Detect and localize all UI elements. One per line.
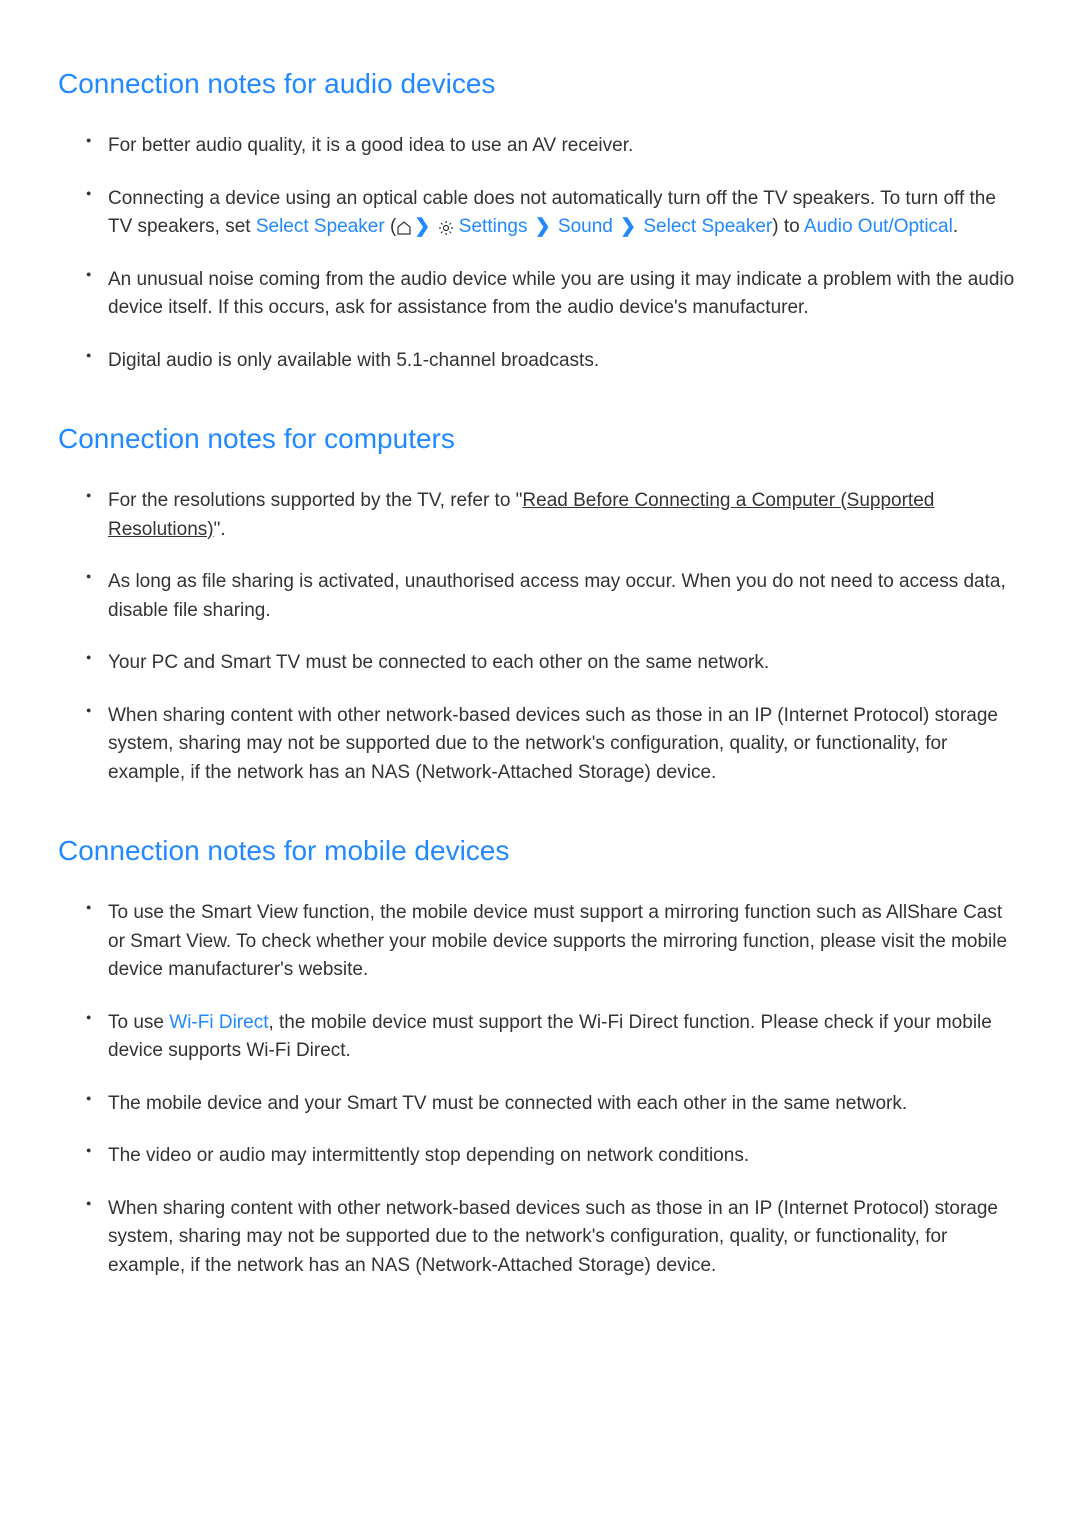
list-item: When sharing content with other network-… [58,1195,1022,1281]
settings-link[interactable]: Settings [454,216,528,237]
audio-devices-section: Connection notes for audio devices For b… [58,68,1022,375]
list-item: For the resolutions supported by the TV,… [58,487,1022,544]
computers-section: Connection notes for computers For the r… [58,423,1022,787]
audio-out-link[interactable]: Audio Out/Optical [804,216,953,237]
text-fragment: For the resolutions supported by the TV,… [108,490,522,511]
chevron-icon: ❯ [535,213,551,242]
text-fragment: ". [214,519,226,540]
mobile-heading: Connection notes for mobile devices [58,835,1022,867]
text-fragment: . [953,216,958,237]
list-item: Digital audio is only available with 5.1… [58,347,1022,376]
audio-list: For better audio quality, it is a good i… [58,132,1022,375]
list-item: As long as file sharing is activated, un… [58,568,1022,625]
select-speaker-link[interactable]: Select Speaker [638,216,772,237]
list-item: When sharing content with other network-… [58,702,1022,788]
list-item: The mobile device and your Smart TV must… [58,1090,1022,1119]
select-speaker-link[interactable]: Select Speaker [256,216,385,237]
list-item: To use Wi-Fi Direct, the mobile device m… [58,1009,1022,1066]
list-item: An unusual noise coming from the audio d… [58,266,1022,323]
chevron-icon: ❯ [414,213,430,242]
audio-heading: Connection notes for audio devices [58,68,1022,100]
list-item: Connecting a device using an optical cab… [58,185,1022,242]
mobile-devices-section: Connection notes for mobile devices To u… [58,835,1022,1280]
gear-icon [438,217,454,233]
computers-list: For the resolutions supported by the TV,… [58,487,1022,787]
text-fragment: To use [108,1012,169,1033]
list-item: For better audio quality, it is a good i… [58,132,1022,161]
list-item: To use the Smart View function, the mobi… [58,899,1022,985]
mobile-list: To use the Smart View function, the mobi… [58,899,1022,1280]
chevron-icon: ❯ [620,213,636,242]
computers-heading: Connection notes for computers [58,423,1022,455]
list-item: The video or audio may intermittently st… [58,1142,1022,1171]
text-fragment: ( [385,216,397,237]
home-icon [396,217,412,233]
text-fragment: ) to [772,216,804,237]
sound-link[interactable]: Sound [553,216,613,237]
wifi-direct-link[interactable]: Wi-Fi Direct [169,1012,268,1033]
list-item: Your PC and Smart TV must be connected t… [58,649,1022,678]
